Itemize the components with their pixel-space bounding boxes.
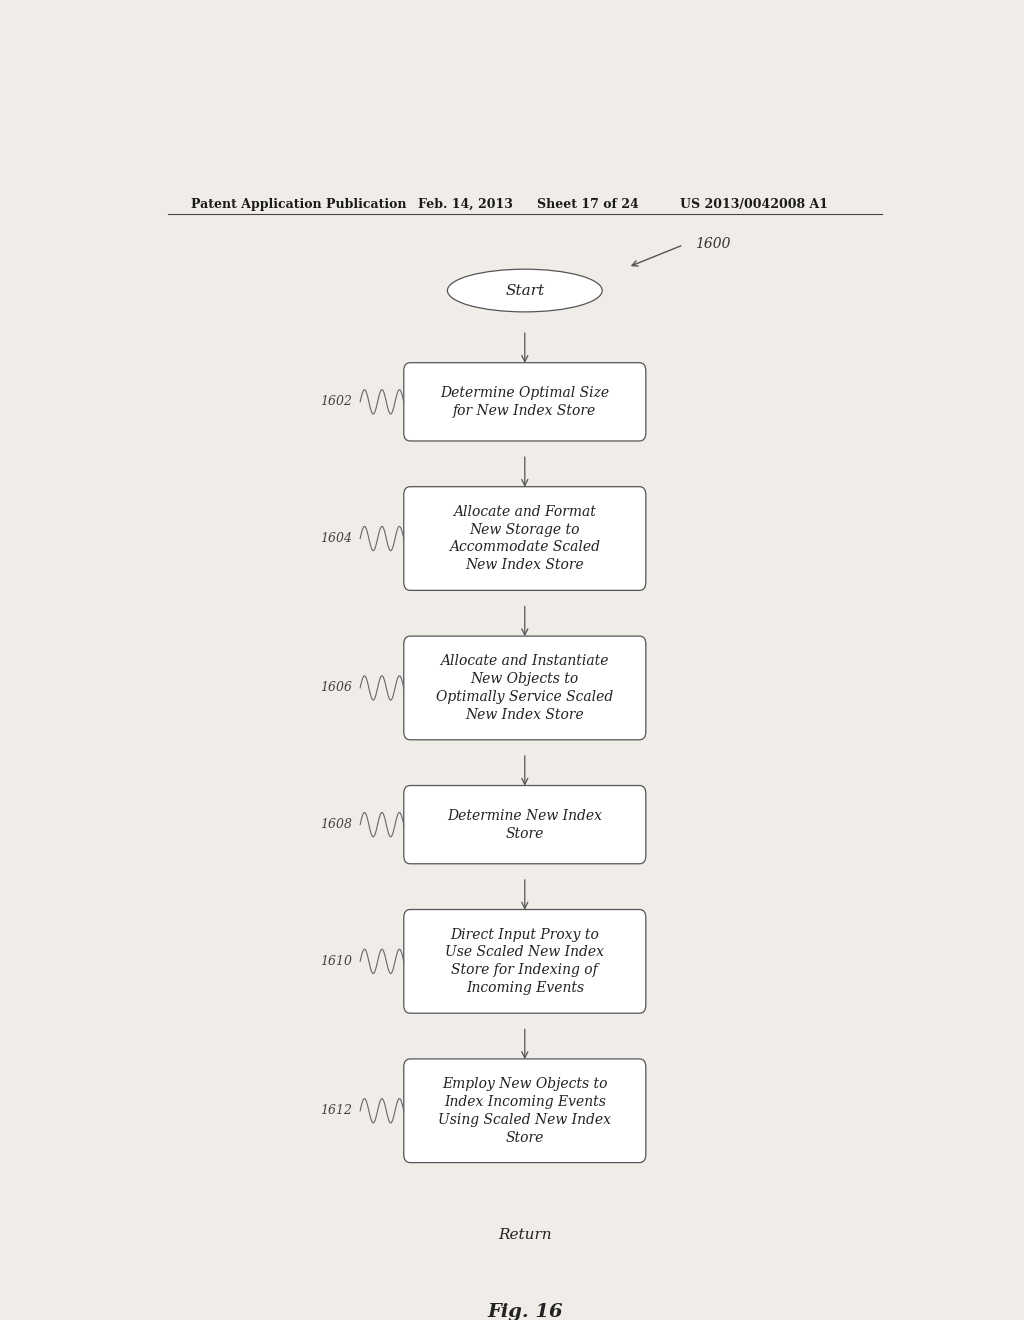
Ellipse shape — [447, 269, 602, 312]
FancyBboxPatch shape — [403, 785, 646, 863]
Text: Sheet 17 of 24: Sheet 17 of 24 — [537, 198, 638, 211]
Text: Feb. 14, 2013: Feb. 14, 2013 — [418, 198, 513, 211]
FancyBboxPatch shape — [403, 487, 646, 590]
FancyBboxPatch shape — [403, 636, 646, 739]
Text: Allocate and Format
New Storage to
Accommodate Scaled
New Index Store: Allocate and Format New Storage to Accom… — [450, 504, 600, 573]
FancyBboxPatch shape — [403, 1059, 646, 1163]
FancyBboxPatch shape — [403, 363, 646, 441]
Text: 1608: 1608 — [321, 818, 352, 832]
Text: Employ New Objects to
Index Incoming Events
Using Scaled New Index
Store: Employ New Objects to Index Incoming Eve… — [438, 1077, 611, 1144]
Text: Direct Input Proxy to
Use Scaled New Index
Store for Indexing of
Incoming Events: Direct Input Proxy to Use Scaled New Ind… — [445, 928, 604, 995]
Text: Allocate and Instantiate
New Objects to
Optimally Service Scaled
New Index Store: Allocate and Instantiate New Objects to … — [436, 655, 613, 722]
Text: Determine Optimal Size
for New Index Store: Determine Optimal Size for New Index Sto… — [440, 385, 609, 417]
Text: 1602: 1602 — [321, 395, 352, 408]
Text: 1600: 1600 — [695, 236, 731, 251]
Text: Fig. 16: Fig. 16 — [487, 1303, 562, 1320]
Text: US 2013/0042008 A1: US 2013/0042008 A1 — [680, 198, 827, 211]
Text: Patent Application Publication: Patent Application Publication — [191, 198, 407, 211]
Text: 1606: 1606 — [321, 681, 352, 694]
Text: 1610: 1610 — [321, 954, 352, 968]
Text: 1604: 1604 — [321, 532, 352, 545]
Text: Start: Start — [505, 284, 545, 297]
Text: Determine New Index
Store: Determine New Index Store — [447, 809, 602, 841]
Text: 1612: 1612 — [321, 1105, 352, 1117]
Text: Return: Return — [498, 1228, 552, 1242]
FancyBboxPatch shape — [403, 909, 646, 1014]
Ellipse shape — [447, 1213, 602, 1257]
